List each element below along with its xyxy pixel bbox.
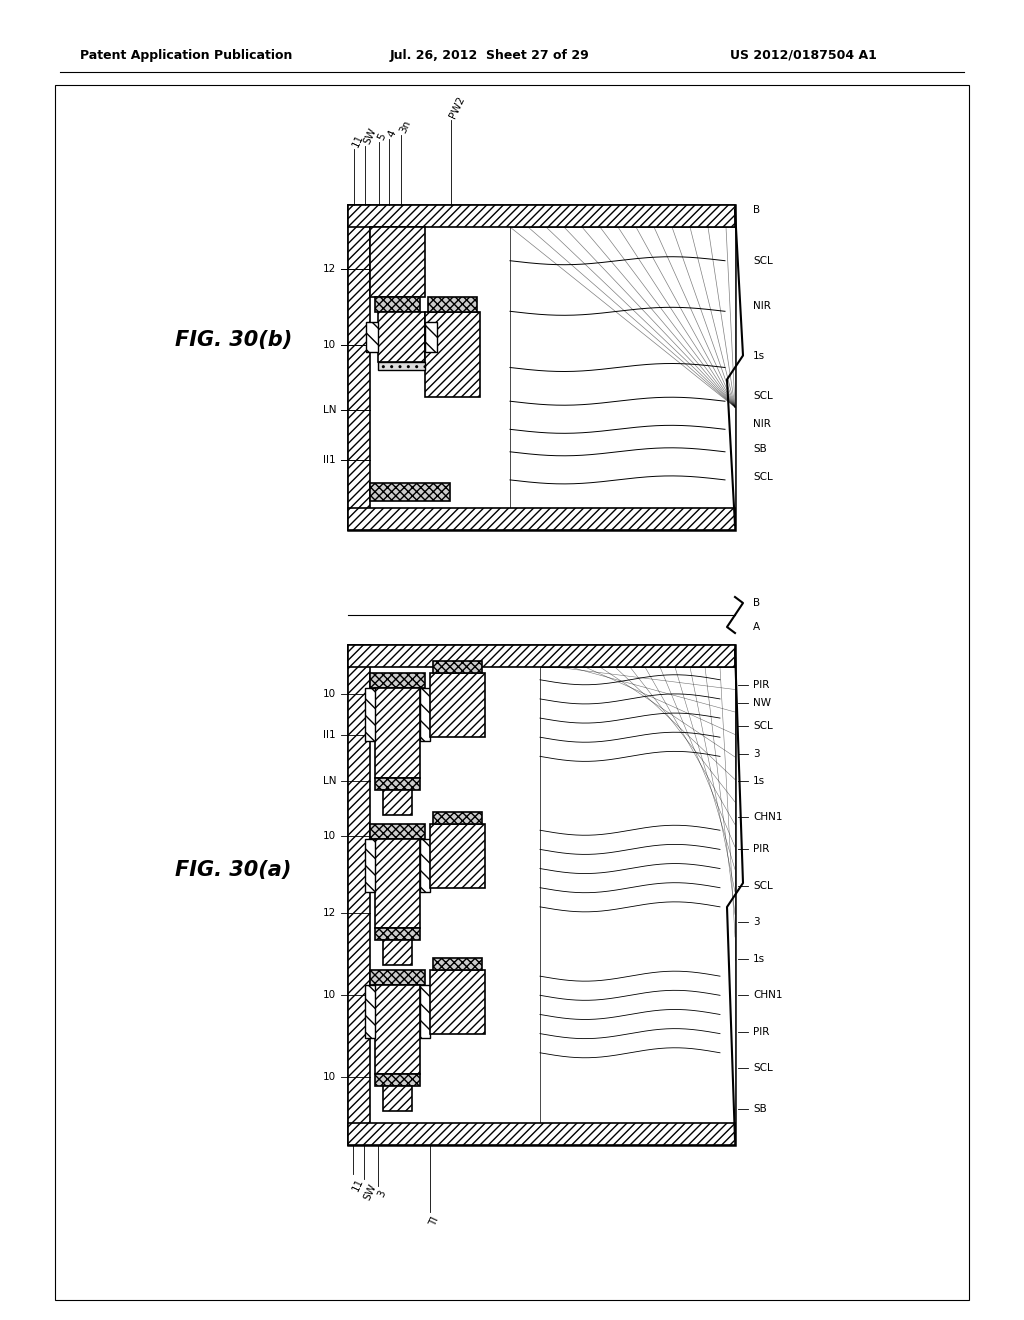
Bar	[383, 1086, 412, 1111]
Bar	[370, 824, 425, 840]
Bar	[370, 970, 425, 985]
Text: 10: 10	[323, 990, 336, 1001]
Text: 10: 10	[323, 830, 336, 841]
Text: 3: 3	[753, 748, 760, 759]
Text: 1s: 1s	[753, 776, 765, 785]
Bar	[383, 789, 412, 814]
Text: 10: 10	[323, 341, 336, 350]
Text: SB: SB	[753, 1105, 767, 1114]
Bar	[383, 940, 412, 965]
Text: 12: 12	[323, 264, 336, 275]
Bar	[348, 205, 370, 531]
Text: TI: TI	[428, 1214, 441, 1228]
Bar	[370, 673, 425, 689]
Bar	[348, 645, 370, 1144]
Text: PW2: PW2	[449, 95, 467, 120]
Text: B: B	[753, 205, 760, 215]
Bar	[375, 689, 420, 777]
Text: SCL: SCL	[753, 880, 773, 891]
Text: Patent Application Publication: Patent Application Publication	[80, 49, 293, 62]
Bar	[375, 297, 420, 312]
Text: 5: 5	[376, 132, 388, 141]
Bar	[370, 483, 450, 502]
Bar	[378, 312, 425, 362]
Bar	[365, 985, 375, 1038]
Bar	[425, 322, 437, 352]
Text: 1s: 1s	[753, 351, 765, 362]
Text: NIR: NIR	[753, 301, 771, 310]
Bar	[430, 824, 485, 888]
Bar	[420, 985, 430, 1038]
Bar	[348, 205, 735, 227]
Bar	[420, 840, 430, 892]
Bar	[348, 645, 735, 1144]
Bar	[540, 667, 735, 1123]
Bar	[365, 689, 375, 742]
Text: 3n: 3n	[398, 119, 413, 135]
Text: 4: 4	[386, 128, 398, 139]
Bar	[430, 673, 485, 738]
Text: SCL: SCL	[753, 473, 773, 482]
Bar	[430, 970, 485, 1034]
Bar	[428, 297, 477, 312]
Bar	[375, 985, 420, 1074]
Text: 3: 3	[753, 917, 760, 928]
Text: SW: SW	[362, 1181, 378, 1201]
Bar	[433, 812, 482, 824]
Text: PIR: PIR	[753, 680, 769, 690]
Text: NIR: NIR	[753, 418, 771, 429]
Bar	[375, 1074, 420, 1086]
Text: 3: 3	[376, 1189, 388, 1200]
Text: SCL: SCL	[753, 721, 773, 731]
Text: 11: 11	[351, 1176, 366, 1193]
Text: 10: 10	[323, 689, 336, 700]
Text: 1s: 1s	[753, 954, 765, 964]
Text: SCL: SCL	[753, 1064, 773, 1073]
Bar	[420, 689, 430, 742]
Text: SW: SW	[362, 127, 378, 145]
Text: NW: NW	[753, 698, 771, 709]
Bar	[366, 322, 378, 352]
Bar	[375, 928, 420, 940]
Text: 10: 10	[323, 1072, 336, 1082]
Text: SCL: SCL	[753, 256, 773, 265]
Bar	[348, 1123, 735, 1144]
Text: CHN1: CHN1	[753, 813, 782, 822]
Bar	[375, 840, 420, 928]
Text: 11: 11	[351, 133, 366, 149]
Bar	[510, 227, 735, 508]
Text: Jul. 26, 2012  Sheet 27 of 29: Jul. 26, 2012 Sheet 27 of 29	[390, 49, 590, 62]
Bar	[433, 958, 482, 970]
Text: LN: LN	[323, 405, 336, 414]
Text: LN: LN	[323, 776, 336, 785]
Text: PIR: PIR	[753, 1027, 769, 1036]
Text: SB: SB	[753, 444, 767, 454]
Text: SCL: SCL	[753, 391, 773, 400]
Text: CHN1: CHN1	[753, 990, 782, 1001]
Bar	[348, 205, 735, 531]
Text: B: B	[753, 598, 760, 609]
Text: US 2012/0187504 A1: US 2012/0187504 A1	[730, 49, 877, 62]
Text: FIG. 30(a): FIG. 30(a)	[175, 861, 292, 880]
Text: 12: 12	[323, 908, 336, 919]
Bar	[378, 362, 425, 370]
Text: A: A	[753, 622, 760, 632]
Bar	[348, 645, 735, 667]
Text: FIG. 30(b): FIG. 30(b)	[175, 330, 292, 350]
Text: II1: II1	[324, 455, 336, 465]
Bar	[370, 227, 425, 297]
Text: II1: II1	[324, 730, 336, 741]
Bar	[365, 840, 375, 892]
Bar	[348, 508, 735, 531]
Bar	[425, 312, 480, 397]
Text: PIR: PIR	[753, 845, 769, 854]
Bar	[433, 661, 482, 673]
Bar	[375, 777, 420, 789]
Bar	[55, 84, 969, 1300]
